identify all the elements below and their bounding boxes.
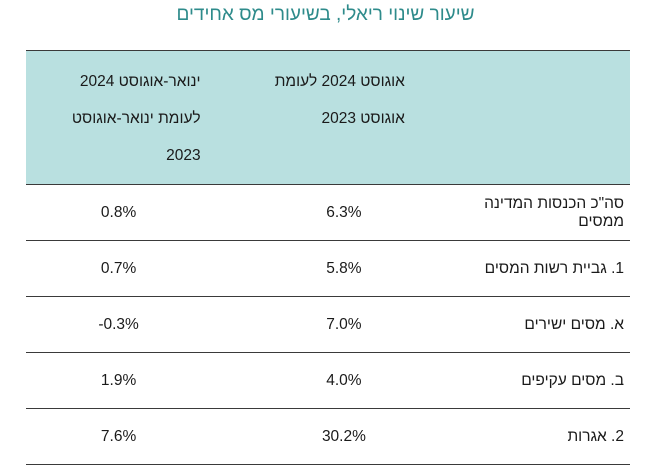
- value-jan-aug: 1.9%: [100, 371, 137, 389]
- value-august: 6.3%: [326, 203, 362, 221]
- value-jan-aug: 7.6%: [100, 427, 137, 445]
- value-jan-aug: 0.7%: [100, 259, 137, 277]
- table-row: 1. גביית רשות המסים 5.8% 0.7%: [26, 240, 630, 297]
- value-august: 5.8%: [326, 259, 362, 277]
- table-title: שיעור שינוי ריאלי, בשיעורי מס אחידים: [176, 4, 475, 25]
- value-jan-aug: 0.8%: [100, 203, 137, 221]
- value-august: 7.0%: [326, 315, 362, 333]
- cell-jan-aug: 1.9%: [26, 352, 226, 409]
- table-header-row: אוגוסט 2024 לעומת אוגוסט 2023 ינואר-אוגו…: [26, 50, 630, 185]
- cell-august: 30.2%: [225, 408, 435, 465]
- row-label: 1. גביית רשות המסים: [434, 240, 630, 297]
- row-label: סה"כ הכנסות המדינה ממסים: [434, 184, 630, 241]
- cell-jan-aug: -0.3%: [26, 296, 226, 353]
- table-row: א. מסים ישירים 7.0% -0.3%: [26, 296, 630, 353]
- value-august: 4.0%: [326, 371, 362, 389]
- header-jan-aug: ינואר-אוגוסט 2024 לעומת ינואר-אוגוסט 202…: [26, 50, 226, 185]
- cell-jan-aug: 0.8%: [26, 184, 226, 241]
- table-row: ב. מסים עקיפים 4.0% 1.9%: [26, 352, 630, 409]
- row-label: א. מסים ישירים: [434, 296, 630, 353]
- header-jan-aug-text: ינואר-אוגוסט 2024 לעומת ינואר-אוגוסט 202…: [71, 73, 201, 164]
- header-august: אוגוסט 2024 לעומת אוגוסט 2023: [225, 50, 435, 185]
- cell-jan-aug: 7.6%: [26, 408, 226, 465]
- table-body: סה"כ הכנסות המדינה ממסים 6.3% 0.8% 1. גביית…: [26, 184, 630, 465]
- value-august: 30.2%: [321, 427, 366, 445]
- row-label: 2. אגרות: [434, 408, 630, 465]
- value-jan-aug: -0.3%: [98, 315, 139, 333]
- cell-august: 7.0%: [225, 296, 435, 353]
- cell-jan-aug: 0.7%: [26, 240, 226, 297]
- table-row: סה"כ הכנסות המדינה ממסים 6.3% 0.8%: [26, 184, 630, 241]
- row-label: ב. מסים עקיפים: [434, 352, 630, 409]
- tax-change-table: אוגוסט 2024 לעומת אוגוסט 2023 ינואר-אוגו…: [26, 50, 630, 465]
- cell-august: 6.3%: [225, 184, 435, 241]
- header-label: [434, 50, 630, 185]
- cell-august: 5.8%: [225, 240, 435, 297]
- table-row: 2. אגרות 30.2% 7.6%: [26, 408, 630, 465]
- header-august-text: אוגוסט 2024 לעומת אוגוסט 2023: [274, 73, 405, 127]
- cell-august: 4.0%: [225, 352, 435, 409]
